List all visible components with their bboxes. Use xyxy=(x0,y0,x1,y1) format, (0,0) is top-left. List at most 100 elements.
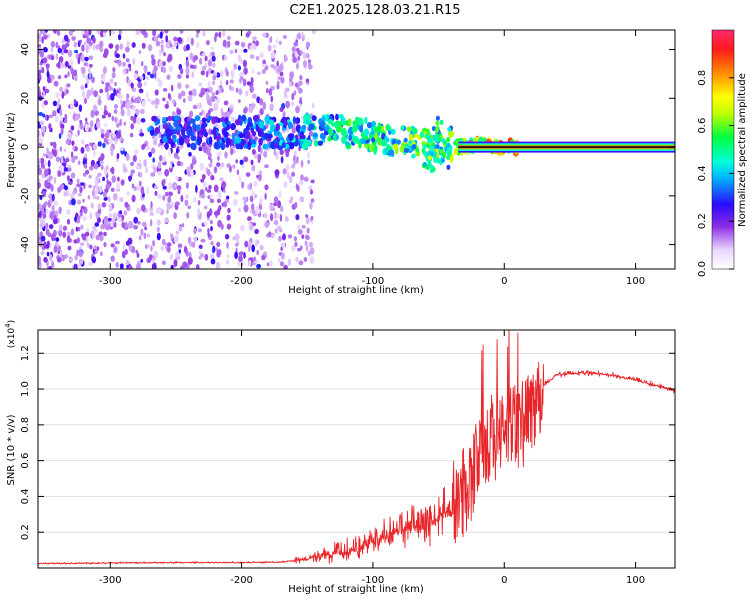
noise-speck xyxy=(154,104,159,109)
signal-blob xyxy=(396,139,402,145)
noise-speck xyxy=(119,210,123,215)
noise-speck xyxy=(122,244,126,250)
signal-blob xyxy=(278,132,283,139)
noise-speck xyxy=(79,212,83,217)
noise-speck xyxy=(295,214,300,221)
signal-blob xyxy=(371,120,376,127)
signal-blob xyxy=(374,132,378,140)
noise-speck xyxy=(69,257,74,262)
noise-speck xyxy=(125,240,131,246)
noise-speck xyxy=(117,93,120,98)
noise-speck xyxy=(61,91,65,99)
noise-speck xyxy=(280,246,283,252)
colorbar-label: Normalized spectral amplitude xyxy=(737,73,748,227)
signal-blob xyxy=(173,119,179,128)
signal-blob xyxy=(338,114,344,119)
noise-speck xyxy=(153,138,158,146)
noise-speck xyxy=(63,185,68,191)
noise-speck xyxy=(175,230,180,235)
noise-speck xyxy=(239,77,242,84)
y-tick-label: 0.2 xyxy=(20,524,31,540)
noise-speck xyxy=(187,257,193,265)
noise-speck xyxy=(53,30,57,34)
signal-blob xyxy=(368,144,375,153)
noise-speck xyxy=(154,72,157,80)
noise-speck xyxy=(252,44,257,50)
noise-speck xyxy=(269,103,274,112)
signal-blob xyxy=(162,135,168,143)
noise-speck xyxy=(239,159,244,165)
noise-speck xyxy=(48,224,54,230)
noise-speck xyxy=(103,137,108,143)
noise-speck xyxy=(38,85,41,93)
noise-speck xyxy=(114,59,120,64)
noise-speck xyxy=(181,223,185,228)
noise-speck xyxy=(135,164,141,170)
noise-speck xyxy=(212,245,216,253)
noise-speck xyxy=(173,184,177,189)
noise-speck xyxy=(297,55,301,61)
noise-speck xyxy=(158,79,163,88)
signal-blob xyxy=(415,150,421,157)
spectrogram-frame xyxy=(37,29,676,270)
noise-speck xyxy=(180,265,185,269)
noise-speck xyxy=(164,218,169,223)
noise-speck xyxy=(279,149,284,156)
noise-speck xyxy=(303,257,308,262)
noise-speck xyxy=(257,153,262,161)
noise-speck xyxy=(140,186,145,195)
noise-speck xyxy=(99,185,103,193)
noise-speck xyxy=(55,156,61,163)
noise-speck xyxy=(175,148,179,154)
noise-speck xyxy=(146,233,151,238)
noise-speck xyxy=(73,69,78,77)
noise-speck xyxy=(97,142,101,147)
noise-speck xyxy=(147,44,153,52)
noise-speck xyxy=(278,228,283,233)
noise-speck xyxy=(279,205,284,213)
noise-speck xyxy=(139,75,144,80)
noise-speck xyxy=(59,249,63,256)
noise-speck xyxy=(175,175,179,181)
noise-speck xyxy=(185,67,190,76)
noise-speck xyxy=(38,178,41,182)
signal-blob xyxy=(447,126,452,132)
noise-speck xyxy=(264,184,269,191)
noise-speck xyxy=(280,261,284,267)
signal-blob xyxy=(181,128,186,137)
noise-speck xyxy=(48,114,54,119)
noise-speck xyxy=(148,207,154,213)
signal-blob xyxy=(186,128,193,137)
noise-speck xyxy=(82,216,87,222)
noise-speck xyxy=(226,259,230,265)
noise-speck xyxy=(80,224,84,230)
noise-speck xyxy=(230,69,235,76)
noise-speck xyxy=(253,180,258,187)
snr-frame xyxy=(37,329,676,569)
noise-speck xyxy=(296,62,299,70)
noise-speck xyxy=(156,219,161,226)
noise-speck xyxy=(273,219,279,226)
noise-speck xyxy=(226,35,231,41)
signal-blob xyxy=(446,154,451,160)
noise-speck xyxy=(255,40,259,47)
noise-speck xyxy=(74,49,79,54)
noise-speck xyxy=(147,98,151,102)
noise-speck xyxy=(200,70,205,76)
noise-speck xyxy=(81,30,85,35)
noise-speck xyxy=(186,36,190,42)
signal-blob xyxy=(342,131,348,138)
noise-speck xyxy=(210,70,215,74)
noise-speck xyxy=(88,30,92,36)
noise-speck xyxy=(93,90,98,98)
noise-speck xyxy=(173,259,178,267)
noise-speck xyxy=(92,44,96,51)
noise-speck xyxy=(161,260,166,266)
noise-speck xyxy=(247,216,252,222)
noise-speck xyxy=(93,245,98,250)
noise-speck xyxy=(72,190,76,195)
noise-speck xyxy=(209,198,215,203)
noise-speck xyxy=(38,158,41,166)
noise-speck xyxy=(130,161,135,167)
noise-speck xyxy=(164,30,169,34)
